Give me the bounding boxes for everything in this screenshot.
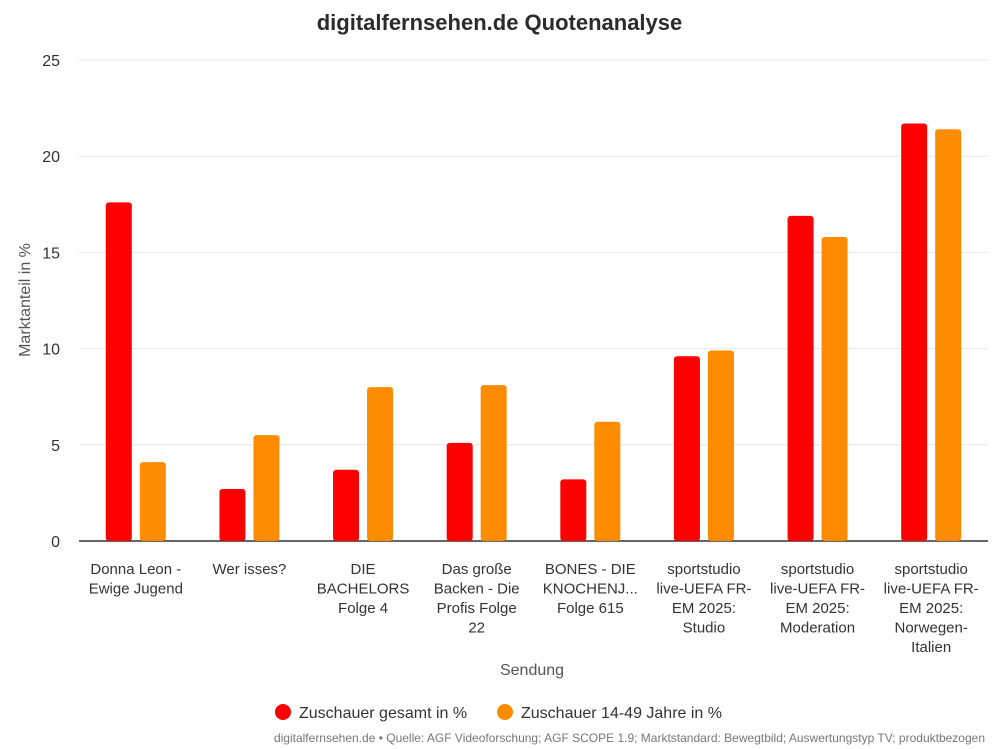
x-category-line: DIE <box>351 561 376 578</box>
x-category-line: EM 2025: <box>785 600 849 617</box>
x-category-line: Wer isses? <box>212 561 286 578</box>
x-category-label: sportstudio live-UEFA FR- EM 2025: Norwegen… <box>884 561 979 656</box>
x-category-line: Backen - Die <box>434 581 520 598</box>
bar-series-1-cat-3 <box>480 385 507 541</box>
x-category-line: KNOCHENJ... <box>543 581 638 598</box>
bar-series-1-cat-7 <box>935 129 962 541</box>
x-category-line: Profis Folge <box>437 600 517 617</box>
y-axis-title: Marktanteil in % <box>17 243 34 357</box>
bar-series-1-cat-6 <box>821 237 848 541</box>
bar-series-0-cat-5 <box>673 356 700 541</box>
bar-series-1-cat-4 <box>594 421 621 541</box>
x-category-line: sportstudio <box>667 561 740 578</box>
x-category-line: Italien <box>911 639 951 656</box>
y-tick-label: 15 <box>42 245 60 262</box>
y-tick-label: 10 <box>42 342 60 359</box>
x-category-line: Norwegen- <box>895 620 968 637</box>
y-tick-label: 5 <box>51 438 60 455</box>
legend: Zuschauer gesamt in % Zuschauer 14-49 Jah… <box>275 704 722 722</box>
legend-marker <box>275 704 291 720</box>
x-category-line: live-UEFA FR- <box>770 581 865 598</box>
bar-series-0-cat-1 <box>219 489 246 541</box>
gridlines <box>79 59 988 542</box>
chart-title: digitalfernsehen.de Quotenanalyse <box>317 10 683 35</box>
x-category-label: Wer isses? <box>212 561 286 578</box>
x-category-label: sportstudio live-UEFA FR- EM 2025: Moderati… <box>770 561 865 637</box>
y-axis-ticks: 0 5 10 15 20 25 <box>42 53 60 551</box>
bar-series-0-cat-3 <box>446 442 473 541</box>
x-category-line: BACHELORS <box>317 581 410 598</box>
x-category-line: BONES - DIE <box>545 561 636 578</box>
legend-label: Zuschauer 14-49 Jahre in % <box>521 705 722 722</box>
credits-text: digitalfernsehen.de • Quelle: AGF Videof… <box>274 731 985 745</box>
y-tick-label: 20 <box>42 149 60 166</box>
x-axis-title: Sendung <box>500 662 564 679</box>
x-category-label: DIE BACHELORS Folge 4 <box>317 561 410 617</box>
bar-series-1-cat-1 <box>253 435 280 541</box>
x-category-line: live-UEFA FR- <box>884 581 979 598</box>
x-category-line: Das große <box>442 561 512 578</box>
x-category-line: Studio <box>683 620 726 637</box>
legend-label: Zuschauer gesamt in % <box>299 705 467 722</box>
bar-series-0-cat-7 <box>901 123 928 541</box>
bar-series-0-cat-6 <box>787 215 814 541</box>
bar-series-0-cat-0 <box>105 202 132 541</box>
x-category-label: BONES - DIE KNOCHENJ... Folge 615 <box>543 561 638 617</box>
x-category-line: EM 2025: <box>672 600 736 617</box>
x-category-label: sportstudio live-UEFA FR- EM 2025: Studio <box>656 561 751 637</box>
x-category-line: live-UEFA FR- <box>656 581 751 598</box>
bar-series-0-cat-2 <box>333 469 360 541</box>
x-category-line: Ewige Jugend <box>89 581 183 598</box>
legend-marker <box>497 704 513 720</box>
x-category-line: Donna Leon - <box>90 561 181 578</box>
bar-series-1-cat-2 <box>367 387 394 541</box>
bars <box>105 123 962 541</box>
bar-series-1-cat-5 <box>707 350 734 541</box>
x-category-line: sportstudio <box>895 561 968 578</box>
y-tick-label: 0 <box>51 534 60 551</box>
x-category-line: Folge 615 <box>557 600 624 617</box>
x-category-label: Donna Leon - Ewige Jugend <box>89 561 183 598</box>
bar-series-1-cat-0 <box>139 462 166 541</box>
x-axis-categories: Donna Leon - Ewige Jugend Wer isses? DIE BAC… <box>89 561 979 656</box>
y-tick-label: 25 <box>42 53 60 70</box>
x-category-line: sportstudio <box>781 561 854 578</box>
x-category-line: 22 <box>468 620 485 637</box>
x-category-line: EM 2025: <box>899 600 963 617</box>
x-category-label: Das große Backen - Die Profis Folge 22 <box>434 561 520 637</box>
x-category-line: Moderation <box>780 620 855 637</box>
x-category-line: Folge 4 <box>338 600 388 617</box>
bar-series-0-cat-4 <box>560 479 587 541</box>
